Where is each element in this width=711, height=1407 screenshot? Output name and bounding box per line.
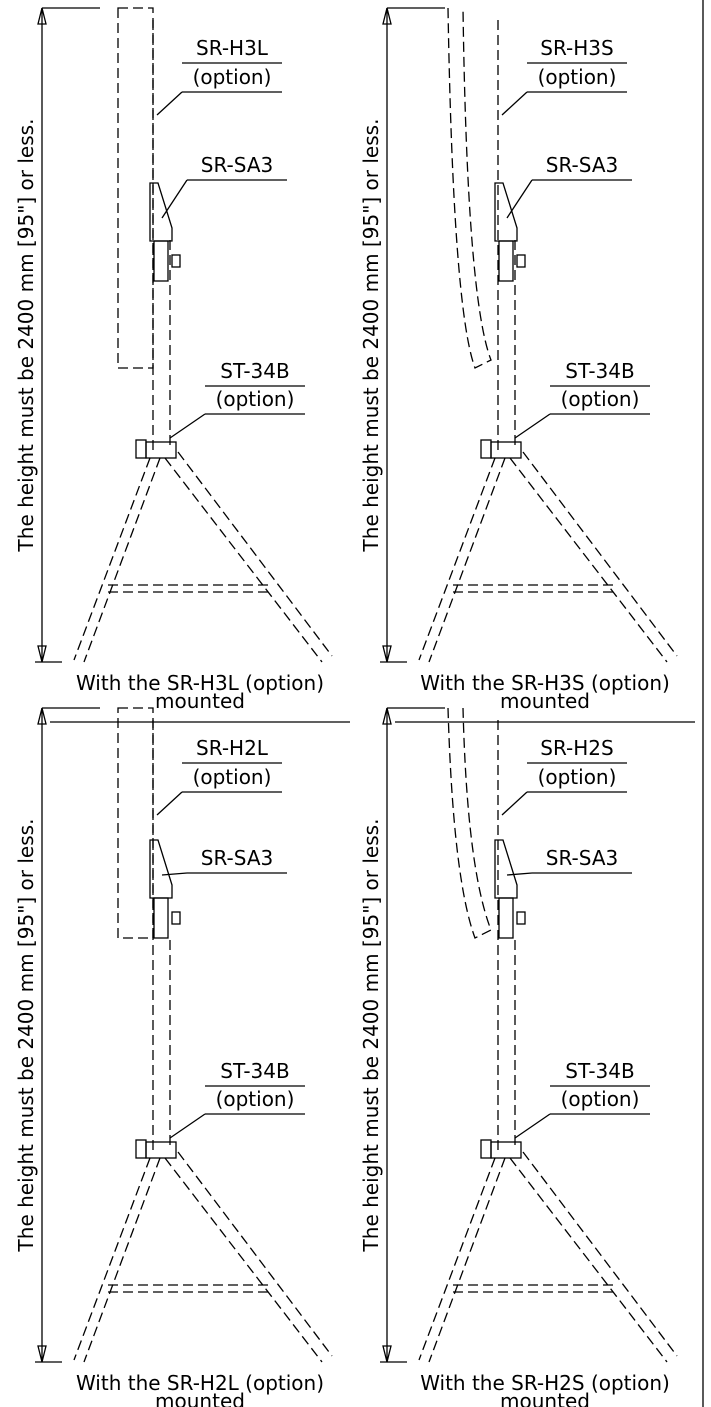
leg [164, 1151, 333, 1363]
knob [171, 911, 181, 925]
crossbar [108, 1284, 272, 1293]
caption: With the SR-H2S (option) [420, 1371, 670, 1395]
head-option: (option) [193, 765, 272, 789]
bracket [494, 182, 518, 242]
arrow [37, 1345, 47, 1363]
head-option: (option) [538, 765, 617, 789]
leader [161, 179, 188, 219]
arrow [382, 7, 392, 25]
clamp [498, 240, 514, 282]
panel: The height must be 2400 mm [95"] or less… [14, 707, 333, 1407]
arrow [382, 1345, 392, 1363]
crossbar [453, 1284, 617, 1293]
stand-option: (option) [216, 387, 295, 411]
height-label: The height must be 2400 mm [95"] or less… [14, 119, 38, 553]
head-option: (option) [193, 65, 272, 89]
tripod-head [490, 441, 522, 459]
leg [509, 1151, 678, 1363]
leg [509, 451, 678, 663]
height-label: The height must be 2400 mm [95"] or less… [359, 819, 383, 1253]
caption: With the SR-H2L (option) [76, 1371, 324, 1395]
stand-label: ST-34B [220, 359, 289, 383]
clamp [153, 897, 169, 939]
caption: With the SR-H3S (option) [420, 671, 670, 695]
stand-option: (option) [561, 387, 640, 411]
leader [506, 872, 533, 876]
leader [506, 179, 533, 219]
arrow [37, 645, 47, 663]
head-label: SR-H2L [196, 736, 269, 760]
crossbar [453, 584, 617, 593]
arrow [382, 707, 392, 725]
clamp [498, 897, 514, 939]
leg [164, 451, 333, 663]
bracket [149, 839, 173, 899]
arrow [37, 7, 47, 25]
crossbar [108, 584, 272, 593]
tripod-knob [135, 439, 147, 459]
bracket-label: SR-SA3 [201, 846, 273, 870]
caption: With the SR-H3L (option) [76, 671, 324, 695]
leg [73, 457, 161, 663]
panel: The height must be 2400 mm [95"] or less… [14, 7, 350, 723]
bracket [494, 839, 518, 899]
stand-label: ST-34B [565, 1059, 634, 1083]
bracket-label: SR-SA3 [546, 846, 618, 870]
stand-label: ST-34B [220, 1059, 289, 1083]
caption-line2: mounted [500, 1389, 590, 1407]
arrow [37, 707, 47, 725]
arrow [382, 645, 392, 663]
tripod-head [145, 441, 177, 459]
head [117, 7, 154, 369]
tripod-head [490, 1141, 522, 1159]
leader [501, 791, 528, 816]
panel: The height must be 2400 mm [95"] or less… [359, 7, 695, 723]
head-label: SR-H3L [196, 36, 269, 60]
leader [514, 413, 551, 439]
caption-line2: mounted [500, 689, 590, 713]
tripod-knob [480, 1139, 492, 1159]
head-label: SR-H2S [540, 736, 613, 760]
head [447, 7, 492, 369]
leg [418, 457, 506, 663]
leader [156, 791, 183, 816]
head-label: SR-H3S [540, 36, 613, 60]
tripod-head [145, 1141, 177, 1159]
tripod-knob [135, 1139, 147, 1159]
head [447, 707, 492, 939]
leg [418, 1157, 506, 1363]
leader [501, 91, 528, 116]
tripod-knob [480, 439, 492, 459]
stand-label: ST-34B [565, 359, 634, 383]
knob [516, 911, 526, 925]
bracket-label: SR-SA3 [546, 153, 618, 177]
leader [161, 872, 188, 876]
knob [516, 254, 526, 268]
height-label: The height must be 2400 mm [95"] or less… [359, 119, 383, 553]
head-option: (option) [538, 65, 617, 89]
panel: The height must be 2400 mm [95"] or less… [359, 707, 678, 1407]
clamp [153, 240, 169, 282]
leg [73, 1157, 161, 1363]
leader [169, 413, 206, 439]
leader [156, 91, 183, 116]
stand-option: (option) [561, 1087, 640, 1111]
knob [171, 254, 181, 268]
caption-line2: mounted [155, 1389, 245, 1407]
stand-option: (option) [216, 1087, 295, 1111]
bracket [149, 182, 173, 242]
bracket-label: SR-SA3 [201, 153, 273, 177]
caption-line2: mounted [155, 689, 245, 713]
height-label: The height must be 2400 mm [95"] or less… [14, 819, 38, 1253]
leader [514, 1113, 551, 1139]
head [117, 707, 154, 939]
leader [169, 1113, 206, 1139]
